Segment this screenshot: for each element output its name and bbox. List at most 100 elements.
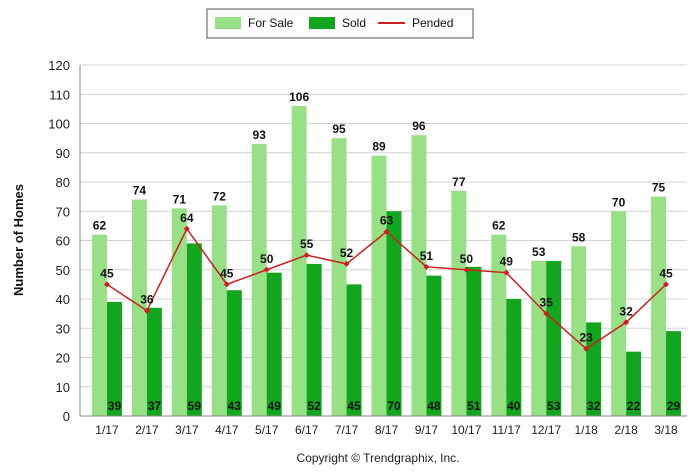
for-sale-value-label: 53 (532, 245, 546, 259)
sold-value-label: 37 (148, 399, 162, 413)
y-tick-label: 80 (56, 175, 70, 190)
bar-for-sale (331, 138, 347, 416)
for-sale-value-label: 70 (612, 195, 626, 209)
sold-value-label: 51 (467, 399, 481, 413)
bar-for-sale (651, 196, 667, 416)
bar-for-sale (611, 211, 627, 416)
y-tick-label: 10 (56, 380, 70, 395)
pended-value-label: 50 (460, 252, 474, 266)
legend: For Sale Sold Pended (206, 8, 474, 39)
y-axis-ticks: 0 10 20 30 40 50 60 70 80 90 100 110 120 (48, 58, 70, 424)
y-tick-label: 110 (49, 87, 70, 102)
bar-sold (386, 211, 402, 416)
for-sale-value-label: 72 (213, 189, 227, 203)
pended-value-label: 45 (220, 266, 234, 280)
pended-value-label: 45 (100, 266, 114, 280)
bar-for-sale (371, 155, 387, 417)
y-tick-label: 50 (56, 263, 70, 278)
for-sale-value-label: 75 (652, 181, 666, 195)
for-sale-value-label: 74 (133, 184, 147, 198)
pended-point (143, 307, 150, 314)
x-tick-label: 1/18 (574, 423, 598, 437)
pended-value-label: 63 (380, 214, 394, 228)
bars (91, 105, 682, 417)
bar-sold (426, 275, 442, 416)
bar-for-sale (251, 143, 267, 416)
bar-for-sale (531, 260, 547, 416)
y-tick-label: 40 (56, 292, 70, 307)
x-tick-label: 3/17 (175, 423, 199, 437)
bar-sold (666, 331, 682, 416)
sold-value-label: 43 (228, 399, 242, 413)
y-tick-label: 30 (56, 321, 70, 336)
pended-point (503, 269, 510, 276)
sold-value-label: 32 (587, 399, 601, 413)
legend-label-pended: Pended (412, 16, 453, 30)
sold-value-label: 48 (427, 399, 441, 413)
pended-point (343, 260, 350, 267)
sold-value-label: 22 (627, 399, 641, 413)
bar-for-sale (131, 199, 147, 416)
bar-sold (106, 301, 122, 416)
x-tick-label: 1/17 (95, 423, 119, 437)
for-sale-value-label: 77 (452, 175, 466, 189)
bar-sold (506, 299, 522, 416)
for-sale-value-label: 71 (173, 192, 187, 206)
pended-point (623, 319, 630, 326)
bar-sold (186, 243, 202, 416)
for-sale-value-label: 62 (492, 219, 506, 233)
bar-sold (266, 272, 282, 416)
pended-value-label: 23 (579, 331, 593, 345)
bar-for-sale (171, 208, 187, 416)
bar-sold (626, 351, 642, 416)
x-tick-label: 8/17 (375, 423, 399, 437)
y-tick-label: 100 (48, 117, 70, 132)
y-tick-label: 120 (48, 58, 70, 73)
y-tick-label: 70 (56, 204, 70, 219)
pended-value-label: 50 (260, 252, 274, 266)
data-labels: 62 39 74 37 71 59 72 43 93 49 106 52 95 45 89 70 96 48 77 5… (93, 90, 681, 413)
x-tick-label: 11/17 (492, 423, 521, 437)
pended-value-label: 36 (140, 293, 154, 307)
sold-value-label: 49 (268, 399, 282, 413)
bar-for-sale (491, 234, 507, 416)
legend-swatch-for-sale (215, 17, 241, 29)
for-sale-value-label: 96 (412, 119, 426, 133)
sold-value-label: 59 (188, 399, 202, 413)
pended-value-label: 49 (500, 255, 514, 269)
sold-value-label: 40 (507, 399, 521, 413)
pended-value-label: 52 (340, 246, 354, 260)
x-tick-label: 12/17 (531, 423, 561, 437)
x-tick-label: 3/18 (654, 423, 678, 437)
sold-value-label: 70 (387, 399, 401, 413)
for-sale-value-label: 93 (253, 128, 267, 142)
pended-point (463, 266, 470, 273)
y-tick-label: 60 (56, 234, 70, 249)
for-sale-value-label: 95 (332, 122, 346, 136)
y-tick-label: 20 (56, 351, 70, 366)
bar-for-sale (571, 246, 587, 416)
x-tick-label: 9/17 (415, 423, 439, 437)
bar-sold (546, 260, 562, 416)
bar-sold (146, 307, 162, 416)
x-tick-label: 6/17 (295, 423, 319, 437)
x-tick-label: 2/17 (135, 423, 159, 437)
x-axis-ticks: 1/17 2/17 3/17 4/17 5/17 6/17 7/17 8/17 9/17 10/1… (95, 423, 678, 437)
legend-label-for-sale: For Sale (248, 16, 294, 30)
pended-value-label: 35 (540, 296, 554, 310)
pended-value-label: 32 (619, 304, 633, 318)
pended-point (183, 225, 190, 232)
pended-value-label: 51 (420, 249, 434, 263)
bar-for-sale (411, 135, 427, 416)
bar-for-sale (291, 105, 307, 416)
sold-value-label: 39 (108, 399, 122, 413)
pended-point (543, 310, 550, 317)
x-tick-label: 4/17 (215, 423, 239, 437)
for-sale-value-label: 58 (572, 230, 586, 244)
x-tick-label: 2/18 (614, 423, 638, 437)
legend-box (206, 8, 474, 39)
x-tick-label: 5/17 (255, 423, 279, 437)
sold-value-label: 45 (347, 399, 361, 413)
pended-point (223, 281, 230, 288)
y-tick-label: 0 (63, 409, 70, 424)
